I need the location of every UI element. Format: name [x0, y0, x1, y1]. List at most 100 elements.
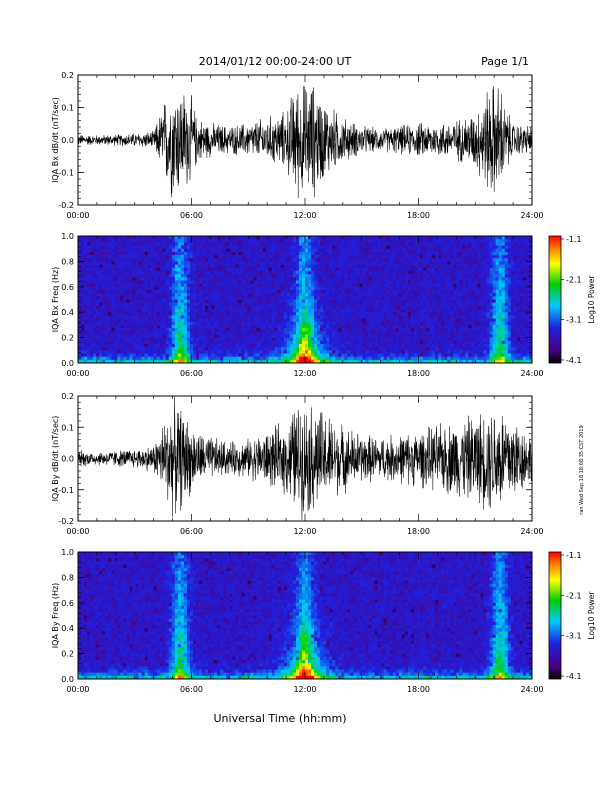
spectrogram-cell: [177, 261, 182, 265]
spectrogram-cell: [247, 343, 251, 348]
spectrogram-cell: [226, 331, 230, 335]
spectrogram-cell: [229, 347, 233, 351]
spectrogram-cell: [356, 255, 360, 259]
spectrogram-cell: [196, 299, 200, 304]
spectrogram-cell: [444, 337, 448, 342]
spectrogram-cell: [435, 277, 439, 281]
spectrogram-cell: [196, 239, 200, 243]
spectrogram-cell: [90, 270, 94, 275]
spectrogram-cell: [253, 302, 257, 307]
spectrogram-cell: [135, 267, 139, 272]
spectrogram-cell: [407, 267, 412, 272]
spectrogram-cell: [105, 267, 109, 272]
spectrogram-cell: [165, 286, 170, 291]
spectrogram-cell: [359, 270, 363, 275]
spectrogram-cell: [241, 305, 245, 310]
spectrogram-cell: [105, 286, 109, 291]
spectrogram-cell: [99, 350, 103, 354]
spectrogram-cell: [247, 331, 251, 335]
spectrogram-cell: [329, 296, 333, 300]
spectrogram-cell: [147, 331, 151, 335]
spectrogram-cell: [374, 331, 378, 335]
spectrogram-cell: [153, 331, 158, 335]
spectrogram-cell: [350, 356, 354, 361]
spectrogram-cell: [301, 343, 306, 348]
spectrogram-cell: [301, 267, 306, 272]
spectrogram-cell: [365, 286, 369, 291]
spectrogram-cell: [338, 337, 342, 342]
spectrogram-cell: [87, 331, 91, 335]
spectrogram-cell: [180, 337, 185, 342]
spectrogram-cell: [277, 258, 282, 262]
spectrogram-cell: [120, 270, 124, 275]
spectrogram-cell: [444, 236, 448, 240]
spectrogram-cell: [259, 242, 263, 246]
spectrogram-cell: [265, 289, 270, 294]
spectrogram-cell: [435, 331, 439, 335]
spectrogram-cell: [377, 293, 382, 297]
spectrogram-cell: [262, 274, 267, 278]
spectrogram-cell: [162, 274, 167, 278]
spectrogram-cell: [274, 299, 279, 304]
spectrogram-cell: [105, 283, 109, 288]
spectrogram-cell: [159, 280, 164, 284]
spectrogram-cell: [286, 309, 291, 313]
spectrogram-cell: [244, 359, 248, 364]
spectrogram-cell: [177, 258, 182, 262]
spectrogram-cell: [211, 277, 215, 281]
spectrogram-cell: [368, 315, 372, 319]
spectrogram-cell: [90, 264, 94, 269]
spectrogram-cell: [308, 343, 312, 348]
spectrogram-cell: [311, 283, 315, 288]
spectrogram-cell: [223, 242, 227, 246]
spectrogram-cell: [84, 302, 88, 307]
spectrogram-cell: [380, 321, 385, 326]
spectrogram-cell: [314, 274, 318, 278]
spectrogram-cell: [311, 251, 315, 256]
spectrogram-cell: [99, 334, 103, 338]
spectrogram-cell: [365, 267, 369, 272]
spectrogram-cell: [90, 251, 94, 256]
spectrogram-cell: [377, 350, 382, 354]
spectrogram-cell: [314, 255, 318, 259]
spectrogram-cell: [332, 283, 336, 288]
spectrogram-cell: [256, 350, 260, 354]
spectrogram-cell: [429, 328, 433, 332]
spectrogram-cell: [211, 312, 215, 316]
spectrogram-cell: [247, 255, 251, 259]
spectrogram-cell: [423, 337, 427, 342]
spectrogram-cell: [280, 302, 285, 307]
spectrogram-cell: [180, 264, 185, 269]
spectrogram-cell: [368, 347, 372, 351]
spectrogram-cell: [356, 324, 360, 329]
spectrogram-cell: [286, 331, 291, 335]
spectrogram-cell: [323, 242, 327, 246]
spectrogram-cell: [329, 251, 333, 256]
spectrogram-cell: [174, 331, 179, 335]
spectrogram-cell: [159, 264, 164, 269]
spectrogram-cell: [326, 277, 330, 281]
spectrogram-cell: [353, 283, 357, 288]
spectrogram-cell: [93, 328, 97, 332]
spectrogram-cell: [183, 356, 188, 361]
spectrogram-cell: [320, 347, 324, 351]
spectrogram-cell: [223, 309, 227, 313]
spectrogram-cell: [202, 331, 206, 335]
spectrogram-cell: [413, 347, 418, 351]
spectrogram-cell: [341, 324, 345, 329]
spectrogram-cell: [398, 321, 403, 326]
spectrogram-cell: [78, 242, 82, 246]
spectrogram-cell: [392, 296, 397, 300]
spectrogram-cell: [332, 293, 336, 297]
spectrogram-cell: [193, 350, 197, 354]
spectrogram-cell: [165, 255, 170, 259]
spectrogram-cell: [441, 340, 445, 345]
spectrogram-cell: [229, 286, 233, 291]
spectrogram-cell: [356, 299, 360, 304]
spectrogram-cell: [144, 350, 148, 354]
spectrogram-cell: [171, 296, 176, 300]
spectrogram-cell: [93, 318, 97, 323]
spectrogram-cell: [420, 315, 424, 319]
spectrogram-cell: [114, 274, 118, 278]
spectrogram-cell: [329, 315, 333, 319]
